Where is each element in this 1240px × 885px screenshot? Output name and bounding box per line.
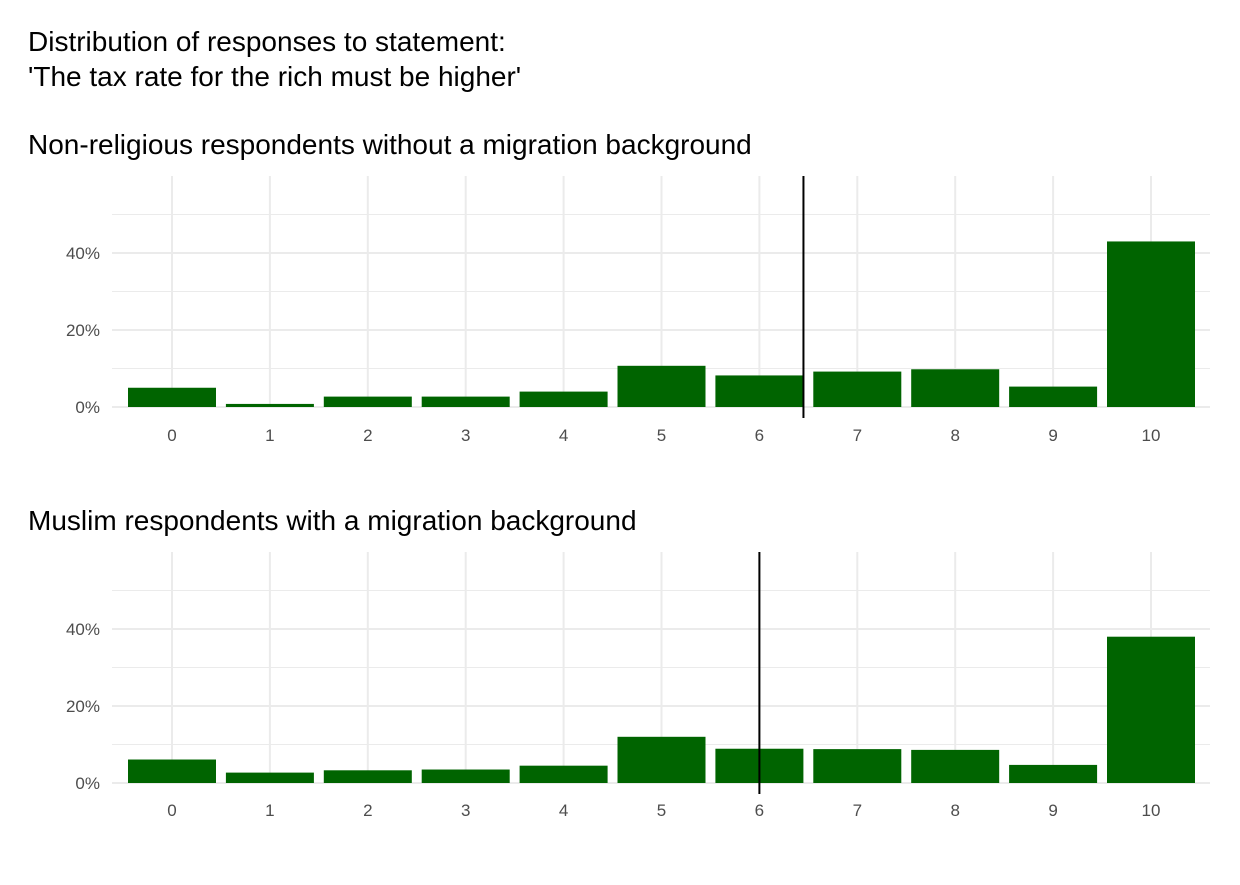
y-tick-label: 20% <box>66 321 100 340</box>
bar-10 <box>1107 636 1195 783</box>
bar-5 <box>617 736 706 783</box>
x-tick-label: 6 <box>755 801 764 820</box>
bar-0 <box>128 759 216 783</box>
bar-4 <box>519 391 608 407</box>
x-tick-label: 10 <box>1142 426 1161 445</box>
x-tick-label: 6 <box>755 426 764 445</box>
x-tick-label: 7 <box>853 426 862 445</box>
y-tick-label: 0% <box>75 774 100 793</box>
x-tick-label: 5 <box>657 801 666 820</box>
x-tick-label: 5 <box>657 426 666 445</box>
x-tick-label: 9 <box>1048 801 1057 820</box>
x-tick-label: 0 <box>167 801 176 820</box>
chart-title-line-2: 'The tax rate for the rich must be highe… <box>28 61 522 92</box>
bar-7 <box>813 371 902 407</box>
panel-2: 0% 20% 40% 0 1 2 3 4 5 6 7 8 9 10 <box>66 552 1210 820</box>
panel-2-title: Muslim respondents with a migration back… <box>28 505 637 536</box>
bar-8 <box>911 749 1000 783</box>
panel-1: 0% 20% 40% 0 1 2 3 4 5 6 7 8 9 10 <box>66 176 1210 445</box>
bar-6 <box>715 375 804 407</box>
bar-5 <box>617 365 706 407</box>
bar-1 <box>225 403 314 407</box>
bar-2 <box>323 770 412 783</box>
x-tick-label: 1 <box>265 801 274 820</box>
bar-4 <box>519 765 608 783</box>
x-tick-label: 8 <box>950 426 959 445</box>
x-tick-label: 4 <box>559 801 568 820</box>
x-tick-label: 10 <box>1142 801 1161 820</box>
panel-1-title: Non-religious respondents without a migr… <box>28 129 752 160</box>
bar-3 <box>421 396 510 407</box>
bar-3 <box>421 769 510 783</box>
x-tick-label: 0 <box>167 426 176 445</box>
y-tick-label: 20% <box>66 697 100 716</box>
x-tick-label: 3 <box>461 426 470 445</box>
x-tick-label: 8 <box>950 801 959 820</box>
bar-2 <box>323 396 412 407</box>
x-tick-label: 9 <box>1048 426 1057 445</box>
chart-title-line-1: Distribution of responses to statement: <box>28 26 506 57</box>
x-tick-label: 2 <box>363 426 372 445</box>
chart-title: Distribution of responses to statement: … <box>28 24 521 94</box>
x-tick-label: 7 <box>853 801 862 820</box>
y-tick-label: 0% <box>75 398 100 417</box>
bar-9 <box>1009 764 1098 783</box>
x-tick-label: 3 <box>461 801 470 820</box>
x-tick-label: 4 <box>559 426 568 445</box>
y-tick-label: 40% <box>66 244 100 263</box>
bar-1 <box>225 772 314 783</box>
x-tick-label: 2 <box>363 801 372 820</box>
bar-10 <box>1107 241 1195 407</box>
y-tick-label: 40% <box>66 620 100 639</box>
bar-7 <box>813 749 902 783</box>
bar-0 <box>128 387 216 407</box>
bar-9 <box>1009 386 1098 407</box>
x-tick-label: 1 <box>265 426 274 445</box>
bar-8 <box>911 369 1000 407</box>
